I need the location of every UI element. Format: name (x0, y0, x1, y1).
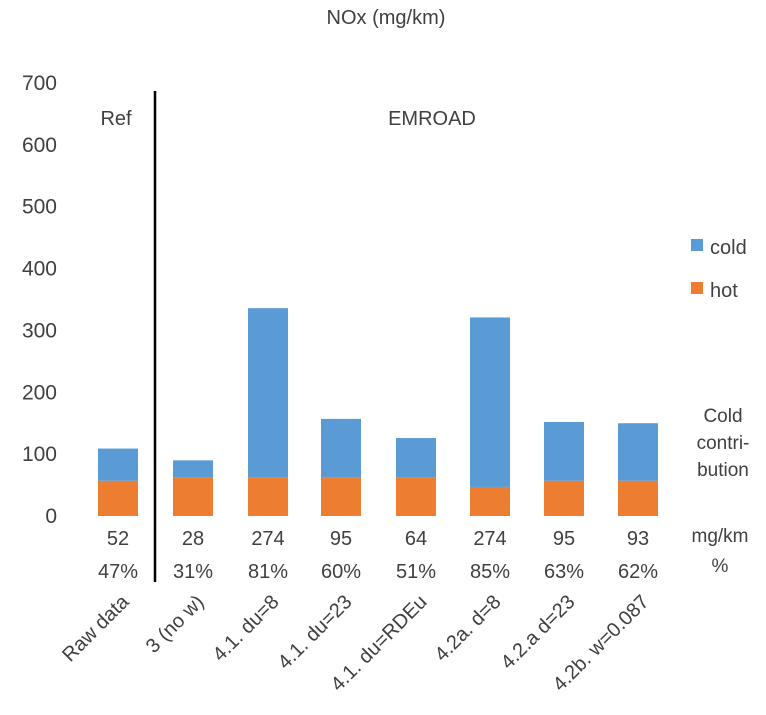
ref-label: Ref (100, 108, 132, 130)
bar-cold (544, 421, 584, 481)
cold-contribution-line-1: Cold (703, 406, 742, 427)
cold-percent-value: 31% (173, 561, 213, 583)
unit-mgkm-label: mg/km (692, 526, 749, 547)
cold-mgkm-value: 28 (182, 528, 204, 550)
bar-cold (470, 317, 510, 487)
x-tick-label: Raw data (58, 590, 134, 666)
legend-label-cold: cold (710, 237, 747, 259)
cold-mgkm-value: 93 (627, 528, 649, 550)
bar-cold (98, 448, 138, 481)
cold-percent-value: 47% (98, 561, 138, 583)
cold-mgkm-value: 95 (330, 528, 352, 550)
cold-percent-value: 81% (248, 561, 288, 583)
bar-cold (321, 418, 361, 478)
y-tick-label: 100 (22, 443, 57, 466)
bar-hot (98, 480, 138, 516)
cold-percent-value: 51% (396, 561, 436, 583)
bar-hot (470, 486, 510, 516)
bar-cold (618, 423, 658, 481)
x-tick-label: 3 (no w) (142, 591, 209, 658)
cold-contribution-line-2: contri- (697, 433, 750, 454)
y-tick-label: 600 (22, 134, 57, 157)
y-tick-label: 300 (22, 319, 57, 342)
bar-cold (173, 460, 213, 478)
cold-mgkm-value: 274 (251, 528, 284, 550)
cold-percent-value: 60% (321, 561, 361, 583)
y-tick-label: 400 (22, 258, 57, 281)
cold-percent-value: 62% (618, 561, 658, 583)
bar-hot (248, 477, 288, 516)
cold-percent-value: 63% (544, 561, 584, 583)
x-axis-labels: Raw data 3 (no w) 4.1. du=84.1. du=234.1. … (58, 590, 653, 695)
value-rows: 52 47% 28 31% 274 81% 95 60% 64 51% 274 85% 95 63% 93 6… (98, 528, 658, 583)
cold-mgkm-value: 274 (473, 528, 506, 550)
bar-hot (544, 480, 584, 516)
bar-hot (321, 477, 361, 516)
emroad-label: EMROAD (388, 108, 476, 130)
cold-percent-value: 85% (470, 561, 510, 583)
y-tick-label: 700 (22, 72, 57, 95)
bar-cold (248, 308, 288, 478)
bar-hot (396, 477, 436, 516)
bar-hot (173, 477, 213, 516)
cold-mgkm-value: 95 (553, 528, 575, 550)
x-tick-label: 4.1. du=23 (274, 591, 357, 674)
y-tick-label: 200 (22, 381, 57, 404)
chart-title: NOx (mg/km) (327, 7, 446, 29)
y-tick-label: 500 (22, 196, 57, 219)
legend-swatch-hot (691, 282, 703, 294)
cold-mgkm-value: 52 (107, 528, 129, 550)
cold-contribution-line-3: bution (697, 460, 749, 481)
y-axis: 0 100 200 300 400 500 600 700 (22, 72, 57, 528)
legend: cold hot (691, 237, 747, 302)
cold-mgkm-value: 64 (405, 528, 427, 550)
cold-contribution-annotations: Cold contri- bution mg/km % (692, 406, 750, 577)
bars (98, 308, 658, 516)
y-tick-label: 0 (45, 505, 57, 528)
x-tick-label: 4.2a. d=8 (431, 591, 506, 666)
legend-swatch-cold (691, 239, 703, 251)
legend-label-hot: hot (710, 280, 738, 302)
bar-cold (396, 438, 436, 478)
x-tick-label: 4.1. du=8 (209, 591, 284, 666)
bar-hot (618, 480, 658, 516)
unit-percent-label: % (712, 556, 729, 577)
